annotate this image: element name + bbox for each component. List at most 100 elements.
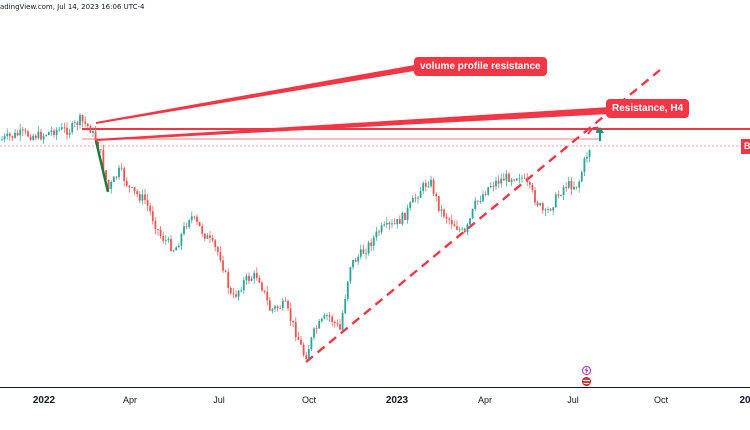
candle-body bbox=[435, 193, 438, 197]
candle-body bbox=[505, 173, 508, 181]
candle-body bbox=[24, 130, 27, 132]
candle-body bbox=[573, 186, 575, 190]
candle-body bbox=[544, 209, 547, 211]
candle-body bbox=[154, 221, 157, 230]
candle-body bbox=[500, 178, 503, 184]
candle-body bbox=[313, 328, 315, 338]
callout-volume-profile bbox=[96, 64, 420, 124]
candle-body bbox=[120, 167, 123, 169]
candle-body bbox=[557, 194, 560, 196]
candle-body bbox=[445, 216, 448, 219]
candle-body bbox=[523, 177, 526, 179]
candle-body bbox=[73, 122, 76, 124]
candle-body bbox=[326, 315, 328, 317]
candle-body bbox=[401, 212, 404, 224]
candle-body bbox=[11, 136, 14, 138]
candle-body bbox=[549, 209, 552, 211]
candle-body bbox=[466, 224, 469, 233]
x-label-2023: 2023 bbox=[385, 395, 409, 406]
candle-body bbox=[203, 233, 206, 239]
candle-body bbox=[588, 150, 591, 157]
callout-resistance-h4 bbox=[96, 107, 610, 141]
volume-profile-resistance-label[interactable]: volume profile resistance bbox=[414, 57, 547, 76]
candle-body bbox=[414, 197, 417, 199]
resistance-h4-label[interactable]: Resistance, H4 bbox=[606, 99, 690, 118]
x-label-oct-2023: Oct bbox=[653, 395, 669, 405]
candle-body bbox=[383, 224, 386, 226]
candle-body bbox=[125, 180, 128, 186]
candle-body bbox=[211, 237, 214, 241]
candle-body bbox=[310, 337, 313, 350]
candle-body bbox=[336, 323, 339, 325]
candle-body bbox=[320, 318, 323, 322]
candle-body bbox=[263, 290, 266, 292]
candle-body bbox=[60, 127, 63, 130]
candle-body bbox=[302, 344, 305, 356]
candle-body bbox=[432, 179, 435, 194]
candle-body bbox=[118, 167, 120, 178]
candle-body bbox=[430, 179, 432, 187]
candle-body bbox=[583, 158, 586, 173]
candle-body bbox=[567, 180, 570, 188]
candle-body bbox=[222, 260, 224, 271]
candle-body bbox=[281, 300, 284, 309]
candle-body bbox=[92, 131, 94, 133]
candle-body bbox=[3, 136, 6, 140]
candle-body bbox=[297, 336, 300, 340]
candle-body bbox=[528, 182, 531, 185]
candle-body bbox=[188, 220, 191, 228]
candle-body bbox=[71, 123, 74, 133]
x-label-apr: Apr bbox=[122, 395, 138, 405]
candle-body bbox=[248, 275, 250, 281]
candle-body bbox=[341, 313, 344, 330]
candle-body bbox=[443, 209, 445, 217]
candle-body bbox=[198, 221, 201, 227]
up-arrow-head bbox=[596, 127, 604, 133]
us-flag-icon[interactable] bbox=[582, 377, 591, 386]
candle-body bbox=[482, 194, 484, 202]
x-label-apr-2023: Apr bbox=[477, 395, 493, 405]
candle-body bbox=[157, 229, 159, 230]
candle-body bbox=[284, 300, 287, 302]
candle-body bbox=[55, 129, 58, 135]
candle-body bbox=[575, 186, 578, 188]
candle-body bbox=[21, 129, 24, 131]
candle-body bbox=[453, 224, 456, 227]
candle-body bbox=[541, 203, 544, 211]
candle-body bbox=[502, 178, 505, 181]
candle-body bbox=[352, 259, 354, 268]
candle-body bbox=[216, 247, 219, 252]
candle-body bbox=[81, 115, 84, 122]
candle-body bbox=[359, 249, 362, 257]
lightning-icon[interactable] bbox=[582, 366, 591, 375]
candle-body bbox=[463, 228, 466, 233]
candle-body bbox=[206, 235, 209, 239]
candle-body bbox=[344, 299, 347, 314]
candle-body bbox=[287, 301, 289, 309]
candle-body bbox=[131, 187, 133, 188]
candle-body bbox=[229, 287, 232, 294]
candle-body bbox=[510, 179, 513, 183]
candle-body bbox=[521, 177, 523, 179]
candle-body bbox=[50, 130, 53, 132]
candle-body bbox=[469, 218, 471, 225]
candle-body bbox=[242, 280, 245, 291]
candle-body bbox=[305, 355, 308, 360]
candle-body bbox=[406, 207, 409, 220]
candle-body bbox=[34, 135, 37, 139]
candle-body bbox=[268, 300, 271, 311]
candle-body bbox=[255, 272, 258, 279]
candle-body bbox=[437, 196, 440, 211]
candle-body bbox=[53, 130, 55, 135]
candle-body bbox=[534, 190, 536, 203]
candle-body bbox=[14, 132, 16, 138]
candle-body bbox=[398, 219, 401, 224]
candle-body bbox=[307, 349, 310, 360]
candle-body bbox=[497, 180, 500, 184]
candle-body bbox=[29, 136, 32, 140]
candle-body bbox=[385, 222, 388, 225]
candle-body bbox=[508, 173, 510, 183]
candle-body bbox=[84, 121, 87, 124]
candle-body bbox=[112, 176, 115, 182]
